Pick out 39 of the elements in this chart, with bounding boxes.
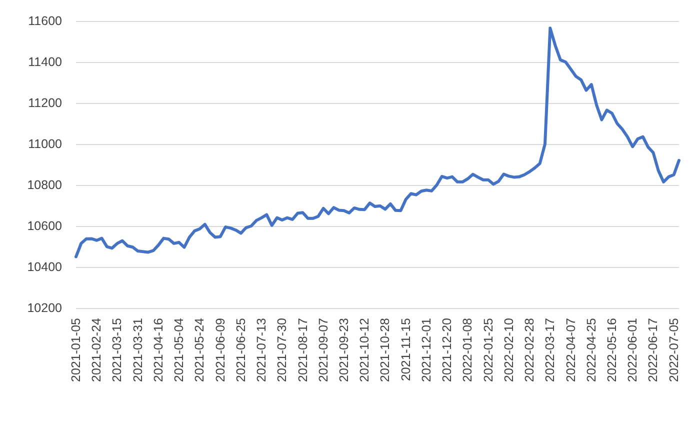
y-tick-label: 11200 — [28, 96, 62, 110]
y-tick-label: 10800 — [27, 178, 62, 192]
x-tick-label: 2021-07-30 — [275, 318, 290, 382]
y-tick-label: 10400 — [27, 260, 62, 274]
y-tick-label: 11000 — [28, 137, 62, 151]
x-tick-label: 2021-04-16 — [151, 318, 166, 382]
x-tick-label: 2022-02-28 — [522, 318, 537, 382]
x-tick-label: 2021-05-04 — [172, 318, 186, 382]
x-tick-label: 2021-09-07 — [316, 318, 330, 382]
x-tick-label: 2021-05-24 — [192, 318, 207, 382]
x-tick-label: 2021-03-15 — [110, 318, 124, 382]
x-tick-label: 2021-06-25 — [234, 318, 248, 382]
x-tick-label: 2022-05-16 — [605, 318, 619, 382]
x-tick-label: 2021-10-12 — [358, 318, 372, 382]
x-tick-label: 2021-07-13 — [254, 318, 269, 382]
x-tick-label: 2021-02-24 — [90, 318, 104, 382]
x-tick-label: 2021-06-09 — [213, 318, 228, 382]
x-tick-label: 2022-04-07 — [564, 318, 578, 382]
x-tick-label: 2021-03-31 — [130, 318, 145, 382]
x-tick-label: 2022-01-25 — [481, 318, 496, 382]
x-tick-label: 2021-09-23 — [337, 318, 351, 382]
x-tick-label: 2022-06-17 — [646, 318, 660, 382]
x-tick-label: 2022-04-25 — [584, 318, 598, 382]
x-tick-label: 2022-03-17 — [543, 318, 558, 382]
line-series — [74, 26, 680, 258]
y-tick-label: 10200 — [27, 301, 62, 315]
x-tick-label: 2021-10-28 — [378, 318, 392, 382]
x-tick-label: 2022-06-01 — [626, 318, 640, 382]
y-tick-label: 11400 — [28, 55, 62, 69]
x-tick-label: 2022-01-08 — [460, 318, 475, 382]
x-tick-label: 2021-12-20 — [440, 318, 454, 382]
x-tick-label: 2021-12-01 — [419, 318, 434, 382]
x-tick-label: 2021-08-17 — [296, 318, 310, 382]
y-tick-label: 10600 — [27, 219, 62, 233]
x-tick-label: 2022-07-05 — [666, 318, 681, 382]
y-tick-label: 11600 — [28, 14, 62, 28]
x-tick-label: 2021-01-05 — [69, 318, 83, 382]
x-tick-label: 2022-02-10 — [502, 318, 516, 382]
x-tick-label: 2021-11-15 — [398, 318, 413, 382]
